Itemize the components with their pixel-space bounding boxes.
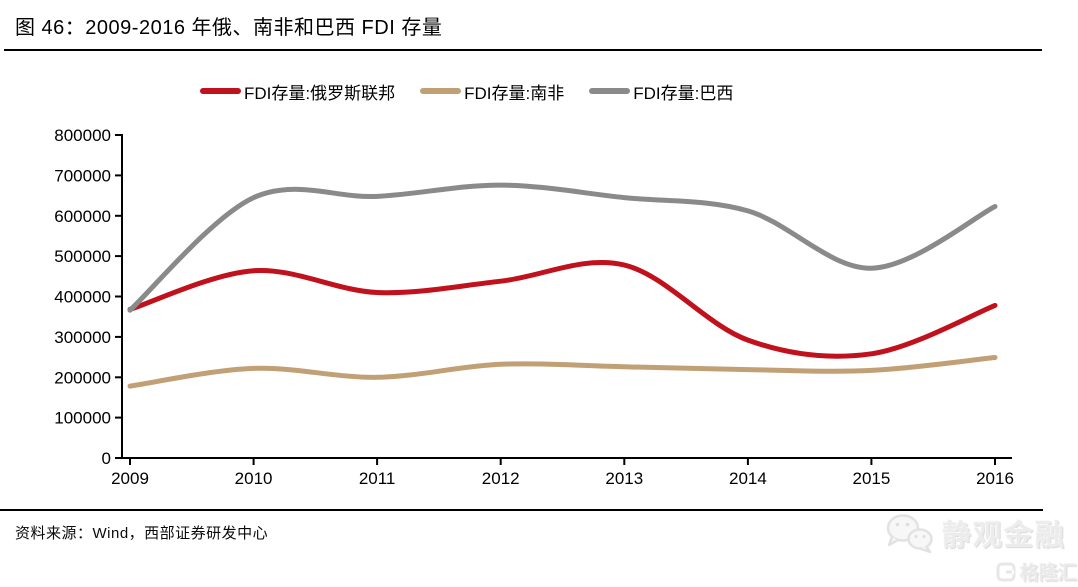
legend-item-south-africa: FDI存量:南非 — [420, 79, 564, 104]
gelonghui-logo-icon — [996, 562, 1016, 581]
x-axis-label: 2016 — [976, 469, 1014, 488]
y-axis-label: 400000 — [54, 288, 111, 307]
data-source-note: 资料来源：Wind，西部证券研发中心 — [15, 525, 269, 542]
figure-title: 图 46：2009-2016 年俄、南非和巴西 FDI 存量 — [15, 17, 443, 39]
y-axis-label: 100000 — [54, 409, 111, 428]
series-line-2 — [127, 182, 998, 313]
y-axis-label: 300000 — [54, 328, 111, 347]
legend-swatch-brazil — [589, 88, 631, 94]
legend-label-south-africa: FDI存量:南非 — [464, 83, 565, 103]
y-axis-label: 200000 — [54, 368, 111, 387]
x-axis-label: 2013 — [605, 469, 643, 488]
x-axis-label: 2009 — [111, 469, 149, 488]
title-divider — [4, 49, 1042, 51]
y-axis-label: 500000 — [54, 247, 111, 266]
y-axis-label: 0 — [102, 449, 111, 468]
wechat-watermark: 静观金融 — [884, 512, 1066, 554]
wechat-watermark-label: 静观金融 — [942, 520, 1067, 552]
x-axis-label: 2010 — [235, 469, 273, 488]
x-axis-label: 2011 — [359, 469, 396, 488]
gelonghui-watermark-label: 格隆汇 — [1020, 563, 1078, 584]
footer-divider — [0, 509, 1043, 511]
y-axis-label: 700000 — [54, 166, 111, 185]
x-axis-label: 2015 — [852, 469, 890, 488]
y-axis-label: 800000 — [54, 126, 111, 145]
chart-legend: FDI存量:俄罗斯联邦 FDI存量:南非 FDI存量:巴西 — [200, 79, 733, 104]
series-line-0 — [127, 259, 998, 359]
legend-swatch-russia — [200, 88, 241, 94]
legend-label-russia: FDI存量:俄罗斯联邦 — [244, 83, 396, 103]
wechat-icon — [886, 514, 933, 554]
x-axis-label: 2014 — [729, 469, 767, 488]
y-axis-label: 600000 — [54, 207, 111, 226]
legend-label-brazil: FDI存量:巴西 — [633, 83, 734, 103]
series-line-1 — [127, 355, 998, 389]
legend-swatch-south-africa — [420, 88, 462, 94]
legend-item-russia: FDI存量:俄罗斯联邦 — [200, 79, 395, 104]
legend-item-brazil: FDI存量:巴西 — [589, 79, 733, 104]
gelonghui-watermark: 格隆汇 — [996, 558, 1077, 585]
x-axis-label: 2012 — [482, 469, 520, 488]
